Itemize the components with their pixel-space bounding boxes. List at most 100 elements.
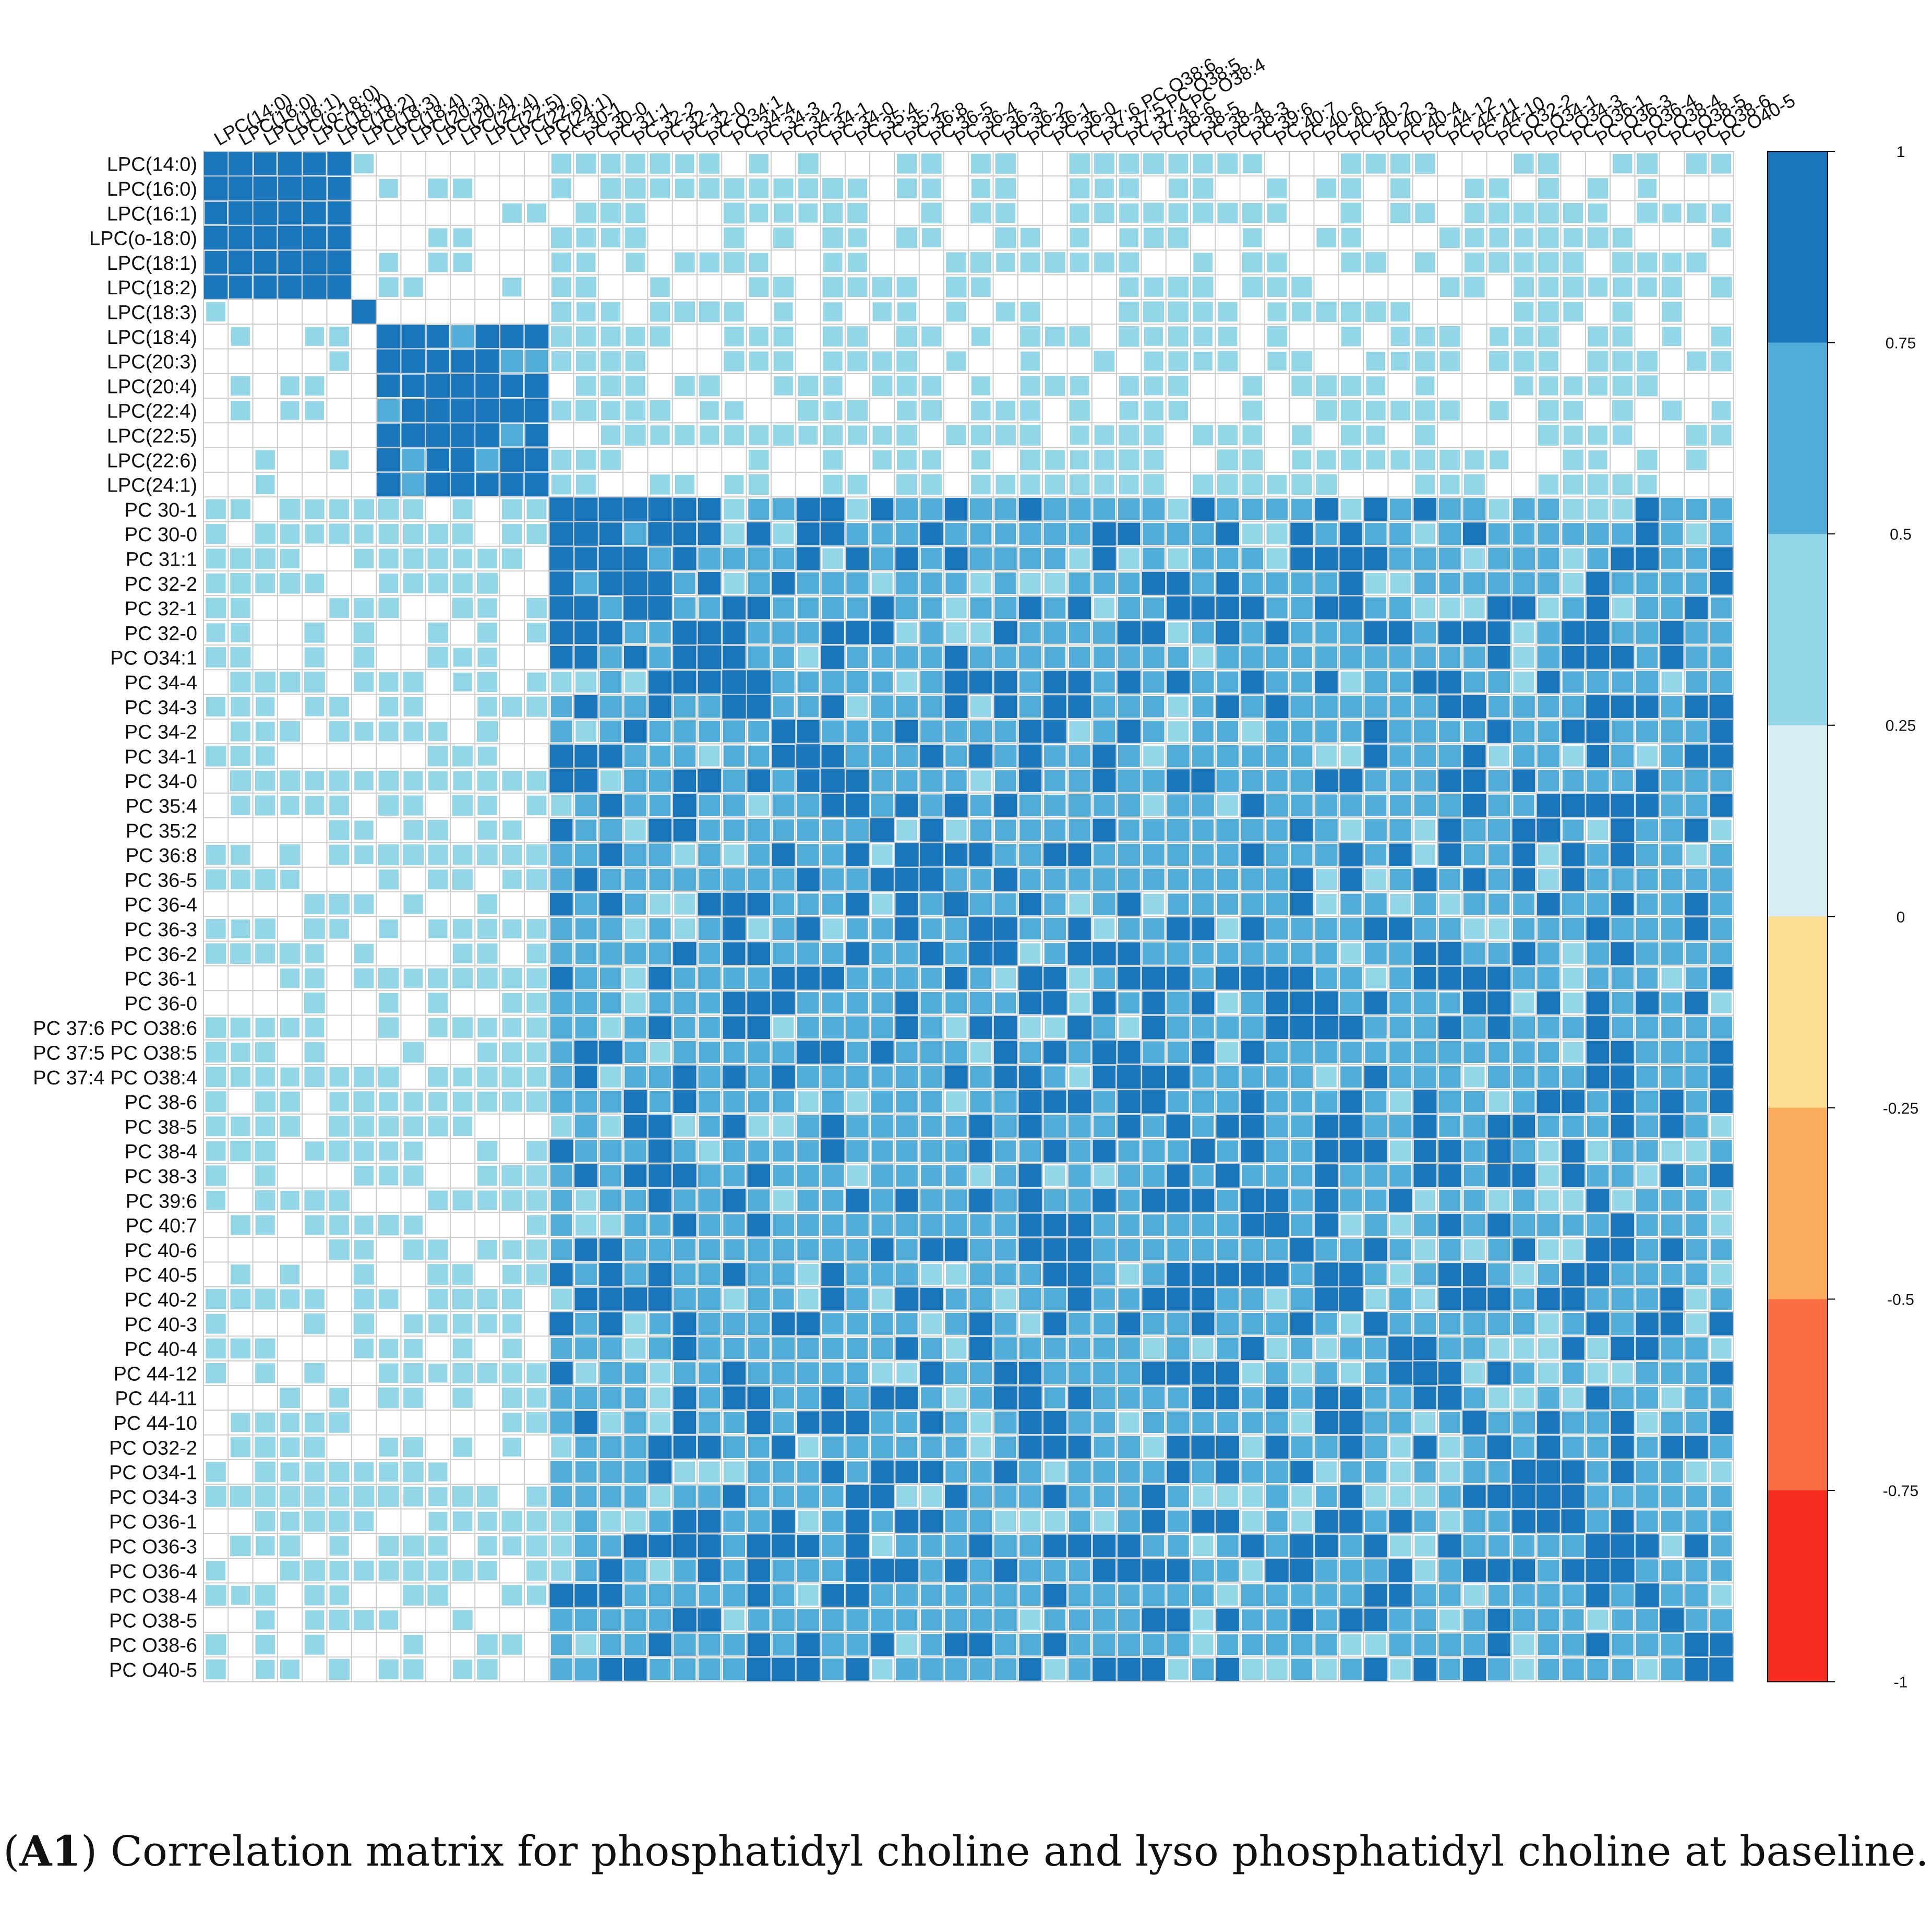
- heatmap-cell: [1341, 252, 1361, 272]
- heatmap-cell: [1587, 1165, 1609, 1187]
- heatmap-cell: [353, 1313, 375, 1334]
- heatmap-cell: [871, 1115, 894, 1138]
- heatmap-cell: [379, 178, 398, 198]
- heatmap-cell: [772, 1461, 795, 1483]
- heatmap-cell: [650, 1387, 670, 1408]
- heatmap-cell: [477, 1363, 498, 1383]
- heatmap-cell: [254, 250, 277, 274]
- heatmap-cell: [1538, 425, 1559, 446]
- heatmap-cell: [698, 696, 721, 718]
- heatmap-cell: [920, 1017, 943, 1039]
- heatmap-cell: [255, 1486, 276, 1507]
- heatmap-cell: [1365, 1042, 1387, 1063]
- heatmap-cell: [599, 1140, 622, 1162]
- heatmap-cell: [1291, 745, 1313, 767]
- heatmap-cell: [428, 844, 448, 865]
- heatmap-cell: [599, 794, 622, 817]
- heatmap-cell: [1661, 1362, 1683, 1384]
- heatmap-cell: [1193, 351, 1213, 371]
- heatmap-cell: [1018, 1188, 1042, 1212]
- heatmap-cell: [1192, 893, 1214, 915]
- heatmap-cell: [945, 622, 967, 643]
- heatmap-cell: [1611, 1041, 1634, 1064]
- heatmap-cell: [1118, 1584, 1140, 1606]
- heatmap-cell: [969, 670, 992, 694]
- heatmap-cell: [1241, 646, 1264, 669]
- heatmap-cell: [772, 1584, 795, 1606]
- heatmap-cell: [920, 621, 943, 644]
- heatmap-cell: [1118, 745, 1140, 767]
- heatmap-cell: [1018, 497, 1042, 521]
- heatmap-cell: [821, 868, 844, 891]
- heatmap-cell: [1143, 746, 1164, 767]
- heatmap-cell: [994, 1534, 1017, 1557]
- heatmap-cell: [969, 1263, 992, 1286]
- heatmap-cell: [625, 1634, 646, 1656]
- heatmap-cell: [722, 695, 746, 719]
- heatmap-cell: [502, 1018, 522, 1037]
- heatmap-cell: [230, 943, 251, 964]
- heatmap-cell: [354, 1511, 374, 1532]
- heatmap-cell: [698, 843, 721, 866]
- heatmap-cell: [206, 302, 226, 321]
- heatmap-cell: [255, 770, 275, 791]
- heatmap-cell: [970, 573, 991, 594]
- heatmap-cell: [1168, 1091, 1189, 1113]
- heatmap-cell: [994, 1090, 1017, 1113]
- heatmap-cell: [1191, 1312, 1215, 1335]
- heatmap-cell: [1241, 1066, 1263, 1088]
- heatmap-cell: [550, 1041, 572, 1064]
- heatmap-cell: [1637, 153, 1658, 174]
- heatmap-cell: [1118, 1486, 1140, 1508]
- heatmap-cell: [920, 1189, 943, 1212]
- heatmap-cell: [1587, 548, 1609, 569]
- heatmap-cell: [1586, 942, 1609, 965]
- heatmap-cell: [379, 697, 399, 716]
- heatmap-cell: [599, 1262, 622, 1286]
- heatmap-cell: [1709, 1065, 1733, 1089]
- heatmap-cell: [378, 795, 399, 816]
- heatmap-cell: [1488, 671, 1510, 693]
- heatmap-cell: [206, 1165, 226, 1186]
- heatmap-cell: [920, 1411, 943, 1434]
- heatmap-cell: [1686, 425, 1707, 446]
- heatmap-cell: [1390, 327, 1410, 347]
- heatmap-cell: [871, 523, 893, 545]
- heatmap-cell: [1661, 794, 1683, 817]
- heatmap-cell: [1019, 1609, 1041, 1631]
- heatmap-cell: [1242, 1165, 1263, 1187]
- heatmap-cell: [1389, 1411, 1412, 1434]
- heatmap-cell: [598, 546, 623, 571]
- heatmap-cell: [1637, 277, 1657, 297]
- heatmap-cell: [871, 721, 893, 742]
- heatmap-cell: [1241, 670, 1264, 694]
- heatmap-cell: [1414, 819, 1436, 841]
- heatmap-cell: [1661, 547, 1683, 570]
- heatmap-cell: [1513, 795, 1534, 816]
- heatmap-cell: [920, 522, 943, 546]
- heatmap-cell: [994, 1361, 1017, 1385]
- heatmap-cell: [1315, 1411, 1338, 1434]
- heatmap-cell: [1019, 1263, 1041, 1285]
- heatmap-cell: [1315, 1041, 1338, 1064]
- heatmap-cell: [1291, 351, 1312, 372]
- heatmap-cell: [747, 547, 770, 570]
- heatmap-cell: [279, 1486, 301, 1507]
- heatmap-cell: [1216, 1090, 1239, 1113]
- heatmap-cell: [994, 1337, 1017, 1360]
- heatmap-cell: [1587, 1609, 1609, 1631]
- heatmap-cell: [377, 325, 401, 349]
- heatmap-cell: [1216, 1460, 1240, 1484]
- heatmap-cell: [550, 696, 572, 718]
- heatmap-cell: [1636, 647, 1658, 668]
- heatmap-cell: [970, 1066, 992, 1088]
- heatmap-cell: [1686, 1313, 1707, 1334]
- heatmap-cell: [453, 1659, 473, 1679]
- heatmap-cell: [945, 1609, 967, 1631]
- heatmap-cell: [822, 992, 844, 1013]
- heatmap-cell: [1315, 819, 1338, 842]
- heatmap-cell: [1018, 1213, 1042, 1237]
- heatmap-cell: [1463, 844, 1485, 866]
- heatmap-cell: [1489, 1042, 1510, 1063]
- heatmap-cell: [1365, 1486, 1386, 1507]
